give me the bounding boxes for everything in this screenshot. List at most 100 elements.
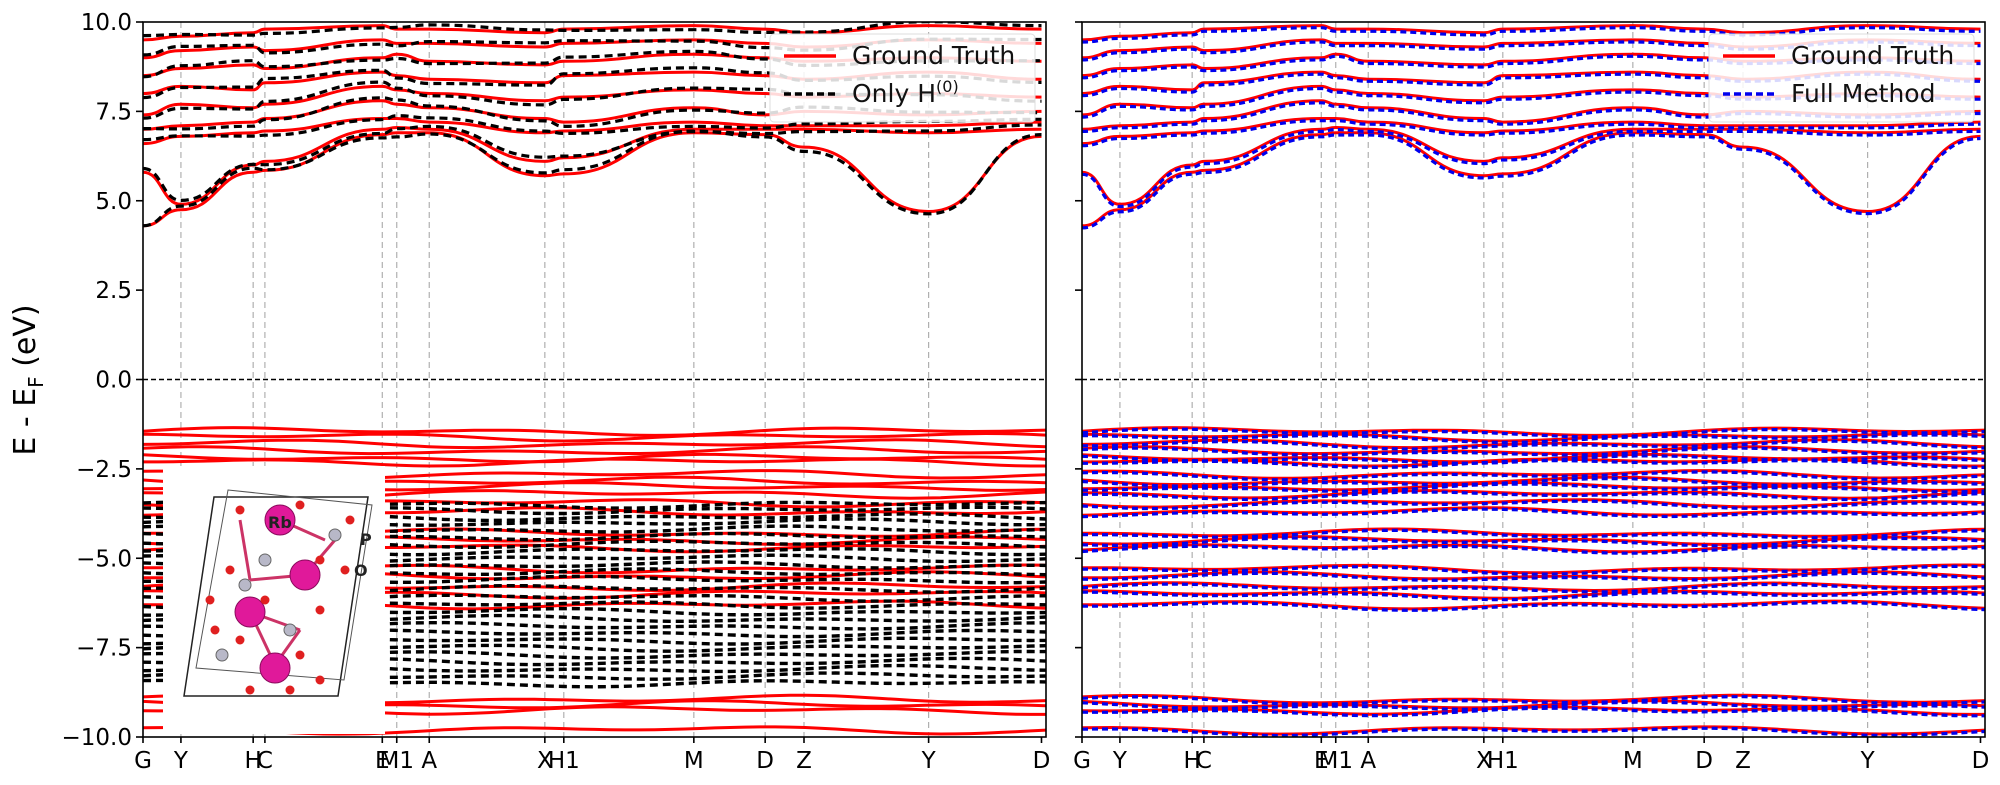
x-tick-label: Y — [1860, 748, 1876, 774]
x-tick-label: D — [1033, 748, 1051, 774]
x-tick-label: Z — [796, 748, 812, 774]
x-tick-label: M — [684, 748, 704, 774]
rb-atom — [264, 504, 296, 536]
ground-truth-conduction-band — [143, 117, 1042, 146]
full-method-valence-band — [1082, 706, 1985, 718]
unit-cell-outline — [183, 496, 369, 697]
legend-label: Ground Truth — [1791, 41, 1954, 70]
x-tick-label: C — [257, 748, 273, 774]
bond — [238, 519, 252, 581]
o-atom — [210, 625, 220, 635]
x-tick-label: H1 — [1487, 748, 1519, 774]
legend: Ground Truth Only H(0) — [769, 33, 1036, 123]
full-method-valence-band — [1082, 482, 1985, 494]
x-tick-label: E — [1314, 748, 1329, 774]
full-method-conduction-band — [1082, 119, 1981, 148]
o-atom — [205, 595, 215, 605]
legend-box — [1708, 33, 1975, 123]
full-method-conduction-band — [1082, 101, 1981, 133]
x-tick-label: E — [375, 748, 390, 774]
legend-box — [769, 33, 1036, 123]
x-tick-label: Z — [1735, 748, 1751, 774]
x-tick-label: G — [134, 748, 152, 774]
y-axis-label-unit: (eV) — [8, 304, 43, 376]
x-tick-label: G — [1073, 748, 1091, 774]
only-h0-conduction-band — [143, 80, 1042, 120]
full-method-valence-band — [1082, 726, 1985, 737]
y-tick-label: 5.0 — [95, 189, 132, 215]
full-method-valence-band — [1082, 564, 1985, 576]
y-tick-label: −10.0 — [62, 725, 132, 751]
full-method-valence-band — [1082, 427, 1985, 439]
legend-label-superscript: (0) — [936, 77, 959, 96]
x-tick-label: X — [1476, 748, 1492, 774]
o-atom — [340, 565, 350, 575]
ground-truth-conduction-band — [143, 131, 1042, 228]
ground-truth-valence-band — [143, 445, 1046, 456]
x-tick-label: H — [245, 748, 262, 774]
full-method-valence-band — [1082, 439, 1985, 451]
only-h0-conduction-band — [143, 123, 1042, 203]
o-atom — [315, 675, 325, 685]
ground-truth-conduction-band — [1082, 24, 1981, 42]
full-method-valence-band — [1082, 507, 1985, 519]
full-method-conduction-band — [1082, 26, 1981, 44]
x-tick-label: H — [1184, 748, 1201, 774]
x-tick-label: A — [1360, 748, 1376, 774]
p-atom — [328, 528, 342, 542]
x-tick-label: A — [421, 748, 437, 774]
o-atom — [315, 555, 325, 565]
full-method-valence-band — [1082, 528, 1985, 540]
left-panel: 10.07.55.02.50.0−2.5−5.0−7.5−10.0G Y HC EM1… — [62, 10, 1051, 774]
x-tick-label: Y — [921, 748, 937, 774]
inset-atom-label: Rb — [268, 513, 292, 532]
rb-atom — [234, 596, 266, 628]
only-h0-conduction-band — [143, 114, 1042, 142]
o-atom — [235, 505, 245, 515]
x-tick-label: M — [1623, 748, 1643, 774]
o-atom — [295, 650, 305, 660]
y-tick-label: −7.5 — [76, 636, 132, 662]
unit-cell-back-outline — [195, 489, 373, 681]
x-tick-label: M1 — [380, 748, 414, 774]
x-tick-label: M1 — [1319, 748, 1353, 774]
inset-atom-label: O — [354, 561, 368, 580]
rb-atom — [259, 652, 291, 684]
y-tick-label: 7.5 — [95, 99, 132, 125]
ground-truth-valence-band — [143, 457, 1046, 468]
full-method-valence-band — [1082, 600, 1985, 612]
legend-label: Only H(0) — [852, 77, 959, 108]
o-atom — [315, 605, 325, 615]
full-method-valence-band — [1082, 695, 1985, 706]
crystal-structure-inset: Rb PO — [163, 466, 385, 734]
full-method-valence-band — [1082, 477, 1985, 488]
y-axis-label-sub: F — [24, 376, 48, 388]
o-atom — [245, 685, 255, 695]
y-tick-label: 2.5 — [95, 278, 132, 304]
rb-atom — [289, 559, 321, 591]
full-method-valence-band — [1082, 582, 1985, 594]
p-atom — [215, 648, 229, 662]
inset-atom-label: P — [360, 530, 372, 549]
full-method-valence-band — [1082, 544, 1985, 555]
full-method-valence-band — [1082, 490, 1985, 502]
o-atom — [345, 515, 355, 525]
x-tick-label: X — [537, 748, 553, 774]
full-method-valence-band — [1082, 590, 1985, 602]
legend: Ground Truth Full Method — [1708, 33, 1975, 123]
x-tick-label: Y — [1112, 748, 1128, 774]
full-method-conduction-band — [1082, 133, 1981, 230]
full-method-valence-band — [1082, 536, 1985, 548]
x-tick-label: D — [756, 748, 774, 774]
x-tick-label: Y — [173, 748, 189, 774]
o-atom — [225, 565, 235, 575]
p-atom — [283, 623, 297, 637]
x-tick-label: D — [1695, 748, 1713, 774]
p-atom — [258, 553, 272, 567]
p-atom — [238, 578, 252, 592]
y-tick-label: −5.0 — [76, 546, 132, 572]
full-method-valence-band — [1082, 499, 1985, 511]
legend-label: Full Method — [1791, 79, 1935, 108]
full-method-valence-band — [1082, 470, 1985, 482]
